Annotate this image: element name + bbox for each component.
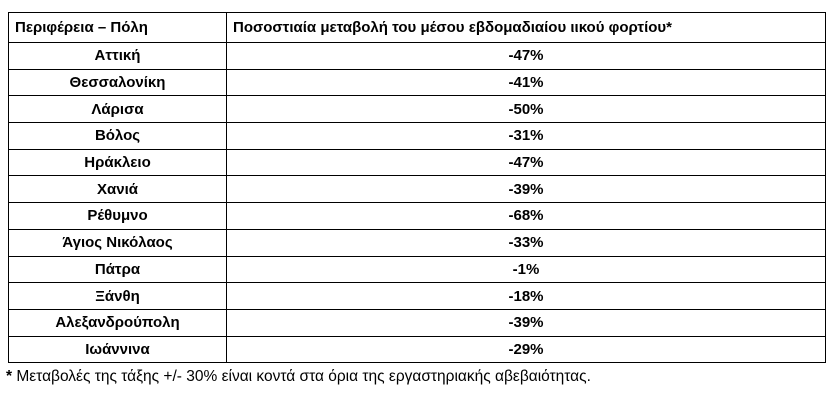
table-row: Λάρισα -50% — [8, 95, 826, 124]
change-cell: -41% — [226, 68, 826, 97]
region-cell: Ηράκλειο — [8, 148, 227, 177]
table-row: Θεσσαλονίκη -41% — [8, 68, 826, 97]
region-cell: Θεσσαλονίκη — [8, 68, 227, 97]
change-cell: -68% — [226, 202, 826, 230]
data-table: Περιφέρεια – Πόλη Ποσοστιαία μεταβολή το… — [8, 12, 826, 364]
footnote-marker: * — [6, 368, 13, 385]
table-row: Ξάνθη -18% — [8, 282, 826, 310]
header-cell: Ποσοστιαία μεταβολή του μέσου εβδομαδιαί… — [226, 12, 826, 43]
change-cell: -29% — [226, 335, 826, 364]
header-row: Περιφέρεια – Πόλη Ποσοστιαία μεταβολή το… — [8, 12, 826, 43]
change-cell: -39% — [226, 308, 826, 337]
region-cell: Αττική — [8, 42, 227, 70]
table-row: Πάτρα -1% — [8, 255, 826, 284]
region-cell: Βόλος — [8, 122, 227, 150]
table-body: Αττική -47% Θεσσαλονίκη -41% Λάρισα -50% Βόλος… — [8, 42, 826, 364]
region-cell: Πάτρα — [8, 255, 227, 284]
table-row: Χανιά -39% — [8, 175, 826, 204]
region-cell: Ρέθυμνο — [8, 202, 227, 230]
region-cell: Ξάνθη — [8, 282, 227, 310]
change-cell: -31% — [226, 122, 826, 150]
header-cell: Περιφέρεια – Πόλη — [8, 12, 227, 43]
change-cell: -1% — [226, 255, 826, 284]
table-row: Βόλος -31% — [8, 122, 826, 150]
region-cell: Χανιά — [8, 175, 227, 204]
region-cell: Ιωάννινα — [8, 335, 227, 364]
table-row: Ηράκλειο -47% — [8, 148, 826, 177]
region-cell: Αλεξανδρούπολη — [8, 308, 227, 337]
region-cell: Λάρισα — [8, 95, 227, 124]
table-row: Ρέθυμνο -68% — [8, 202, 826, 230]
table-row: Αλεξανδρούπολη -39% — [8, 308, 826, 337]
region-cell: Άγιος Νικόλαος — [8, 228, 227, 257]
change-cell: -33% — [226, 228, 826, 257]
footnote: * Μεταβολές της τάξης +/- 30% είναι κοντ… — [6, 368, 591, 386]
change-cell: -18% — [226, 282, 826, 310]
footnote-text: Μεταβολές της τάξης +/- 30% είναι κοντά … — [12, 368, 591, 385]
change-cell: -50% — [226, 95, 826, 124]
change-cell: -39% — [226, 175, 826, 204]
table-row: Αττική -47% — [8, 42, 826, 70]
table-row: Ιωάννινα -29% — [8, 335, 826, 364]
change-cell: -47% — [226, 148, 826, 177]
change-cell: -47% — [226, 42, 826, 70]
table-row: Άγιος Νικόλαος -33% — [8, 228, 826, 257]
